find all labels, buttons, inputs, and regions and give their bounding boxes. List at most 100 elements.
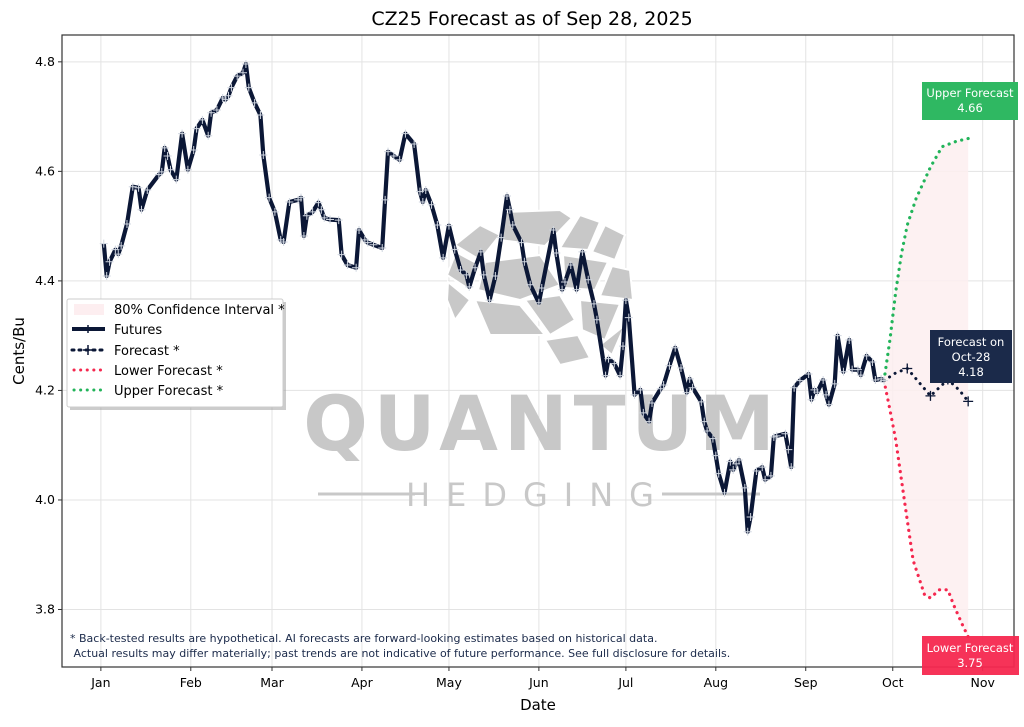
y-tick-label: 4.2 [35,382,55,397]
futures-marker [410,139,419,148]
futures-marker [270,207,279,216]
futures-marker [697,397,706,406]
brain-segment [473,298,548,336]
futures-marker [418,198,427,207]
futures-marker [114,250,123,259]
forecast-annotation: Forecast on Oct-28 4.18 [930,330,1012,383]
futures-marker [636,385,645,394]
x-tick-label: Jul [617,675,633,690]
futures-marker [105,257,114,266]
futures-marker [624,313,633,322]
futures-marker [491,271,500,280]
legend: 80% Confidence Interval * Futures Foreca… [66,298,286,410]
futures-marker [421,185,430,194]
futures-marker [320,213,329,222]
futures-marker [233,72,242,81]
futures-marker [456,265,465,274]
futures-marker [604,354,613,363]
upper-annotation-label: Upper Forecast [926,86,1014,100]
legend-label-forecast: Forecast * [114,344,180,359]
futures-marker [685,374,694,383]
futures-marker [520,257,529,266]
futures-marker [355,225,364,234]
futures-marker [250,98,259,107]
futures-marker [833,331,842,340]
y-tick-label: 4.6 [35,163,55,178]
futures-marker [99,239,108,248]
futures-marker [813,388,822,397]
forecast-annotation-value: 4.18 [958,365,984,379]
futures-marker [239,68,248,77]
futures-marker [839,367,848,376]
futures-marker [444,221,453,230]
futures-marker [502,192,511,201]
futures-marker [122,219,131,228]
futures-marker [589,299,598,308]
watermark-quantum: QUANTUM [303,379,781,468]
futures-marker [584,275,593,284]
futures-marker [497,233,506,242]
futures-marker [578,247,587,256]
futures-marker [616,371,625,380]
futures-marker [560,277,569,286]
footnote-line-2: Actual results may differ materially; pa… [70,647,730,660]
futures-marker [761,475,770,484]
y-tick-label: 4.4 [35,273,55,288]
futures-marker [143,185,152,194]
futures-marker [804,370,813,379]
lower-annotation-value: 3.75 [957,656,983,670]
futures-marker [128,182,137,191]
forecast-annotation-line2: Oct-28 [952,350,991,364]
futures-marker [708,434,717,443]
futures-marker [395,155,404,164]
futures-marker [485,296,494,305]
futures-marker [703,426,712,435]
futures-marker [317,205,326,214]
futures-marker [384,147,393,156]
futures-marker [871,376,880,385]
futures-marker [740,483,749,492]
futures-marker [259,150,268,159]
futures-marker [726,457,735,466]
futures-marker [471,263,480,272]
futures-marker [572,285,581,294]
futures-marker [743,527,752,536]
futures-marker [189,146,198,155]
upper-forecast-annotation: Upper Forecast 4.66 [922,82,1018,120]
forecast-marker [902,363,913,374]
futures-marker [265,193,274,202]
futures-marker [302,211,311,220]
confidence-interval-band [884,138,969,637]
futures-marker [677,363,686,372]
futures-marker [352,263,361,272]
futures-marker [746,512,755,521]
futures-marker [772,431,781,440]
futures-marker [134,183,143,192]
futures-marker [784,445,793,454]
futures-marker [549,225,558,234]
plot-frame [61,34,1015,668]
grid-lines [62,35,1014,667]
futures-marker [862,351,871,360]
futures-marker [415,187,424,196]
futures-marker [111,245,120,254]
legend-label-upper: Upper Forecast * [114,384,224,399]
futures-marker [853,365,862,374]
futures-marker [566,261,575,270]
futures-marker [824,400,833,409]
futures-marker [389,152,398,161]
futures-marker [621,296,630,305]
futures-marker [729,465,738,474]
x-axis-label: Date [520,696,556,714]
futures-marker [166,165,175,174]
futures-marker [735,455,744,464]
x-tick-label: Aug [704,675,728,690]
futures-marker [534,298,543,307]
y-tick-label: 4.0 [35,492,55,507]
futures-marker [183,165,192,174]
futures-marker [102,271,111,280]
futures-marker [207,108,216,117]
brain-segment [543,333,592,367]
legend-swatch-band [74,304,104,315]
futures-marker [665,361,674,370]
